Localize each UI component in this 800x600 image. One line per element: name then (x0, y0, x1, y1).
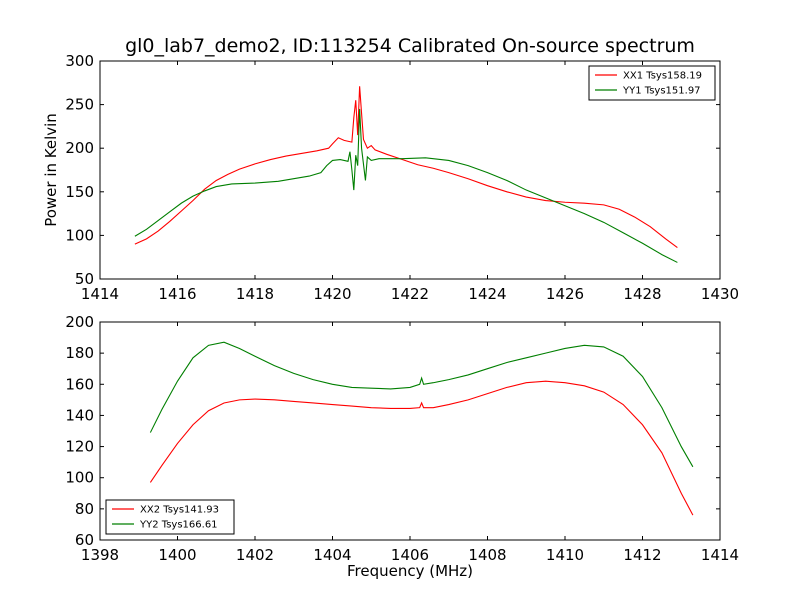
y-tick-label: 100 (65, 226, 94, 244)
x-tick-label: 1412 (623, 546, 661, 564)
y-tick-label: 200 (65, 313, 94, 331)
y-tick-label: 100 (65, 469, 94, 487)
x-tick-label: 1400 (158, 546, 196, 564)
y-tick-label: 160 (65, 375, 94, 393)
top-panel: 1414 1416 1418 1420 1422 1424 1426 1428 1430 50 10… (65, 52, 739, 303)
legend-entry: XX2 Tsys141.93 (140, 505, 219, 516)
chart-title: gl0_lab7_demo2, ID:113254 Calibrated On-… (125, 35, 695, 57)
legend-entry: YY2 Tsys166.61 (139, 520, 218, 531)
x-tick-label: 1398 (81, 546, 119, 564)
x-axis-label: Frequency (MHz) (347, 562, 473, 580)
y-tick-label: 80 (75, 500, 94, 518)
x-tick-label: 1414 (701, 546, 739, 564)
top-y-axis-label: Power in Kelvin (42, 113, 60, 227)
y-tick-label: 250 (65, 96, 94, 114)
x-tick-label: 1424 (468, 285, 506, 303)
series-line-xx2 (149, 380, 694, 516)
x-tick-label: 1414 (81, 285, 119, 303)
series-line-yy2 (149, 341, 694, 468)
y-tick-label: 180 (65, 344, 94, 362)
y-tick-label: 50 (75, 270, 94, 288)
x-tick-label: 1426 (546, 285, 584, 303)
y-tick-label: 140 (65, 406, 94, 424)
legend-box (588, 65, 716, 101)
y-tick-label: 120 (65, 438, 94, 456)
legend-entry: YY1 Tsys151.97 (622, 86, 701, 97)
series-line-yy1 (134, 108, 678, 263)
x-tick-label: 1404 (313, 546, 351, 564)
legend: XX1 Tsys158.19 YY1 Tsys151.97 (588, 65, 716, 101)
y-tick-label: 60 (75, 531, 94, 549)
x-tick-label: 1420 (313, 285, 351, 303)
x-tick-label: 1406 (391, 546, 429, 564)
x-tick-label: 1402 (236, 546, 274, 564)
x-tick-label: 1416 (158, 285, 196, 303)
y-tick-label: 200 (65, 139, 94, 157)
legend-entry: XX1 Tsys158.19 (623, 71, 702, 82)
bottom-panel: 1398 1400 1402 1404 1406 1408 1410 1412 1414 60 80… (65, 313, 739, 564)
y-tick-label: 150 (65, 183, 94, 201)
y-tick-label: 300 (65, 52, 94, 70)
x-tick-label: 1430 (701, 285, 739, 303)
legend-box (105, 499, 235, 535)
x-tick-label: 1410 (546, 546, 584, 564)
x-tick-label: 1408 (468, 546, 506, 564)
x-tick-label: 1422 (391, 285, 429, 303)
x-tick-label: 1418 (236, 285, 274, 303)
legend: XX2 Tsys141.93 YY2 Tsys166.61 (105, 499, 235, 535)
x-tick-label: 1428 (623, 285, 661, 303)
